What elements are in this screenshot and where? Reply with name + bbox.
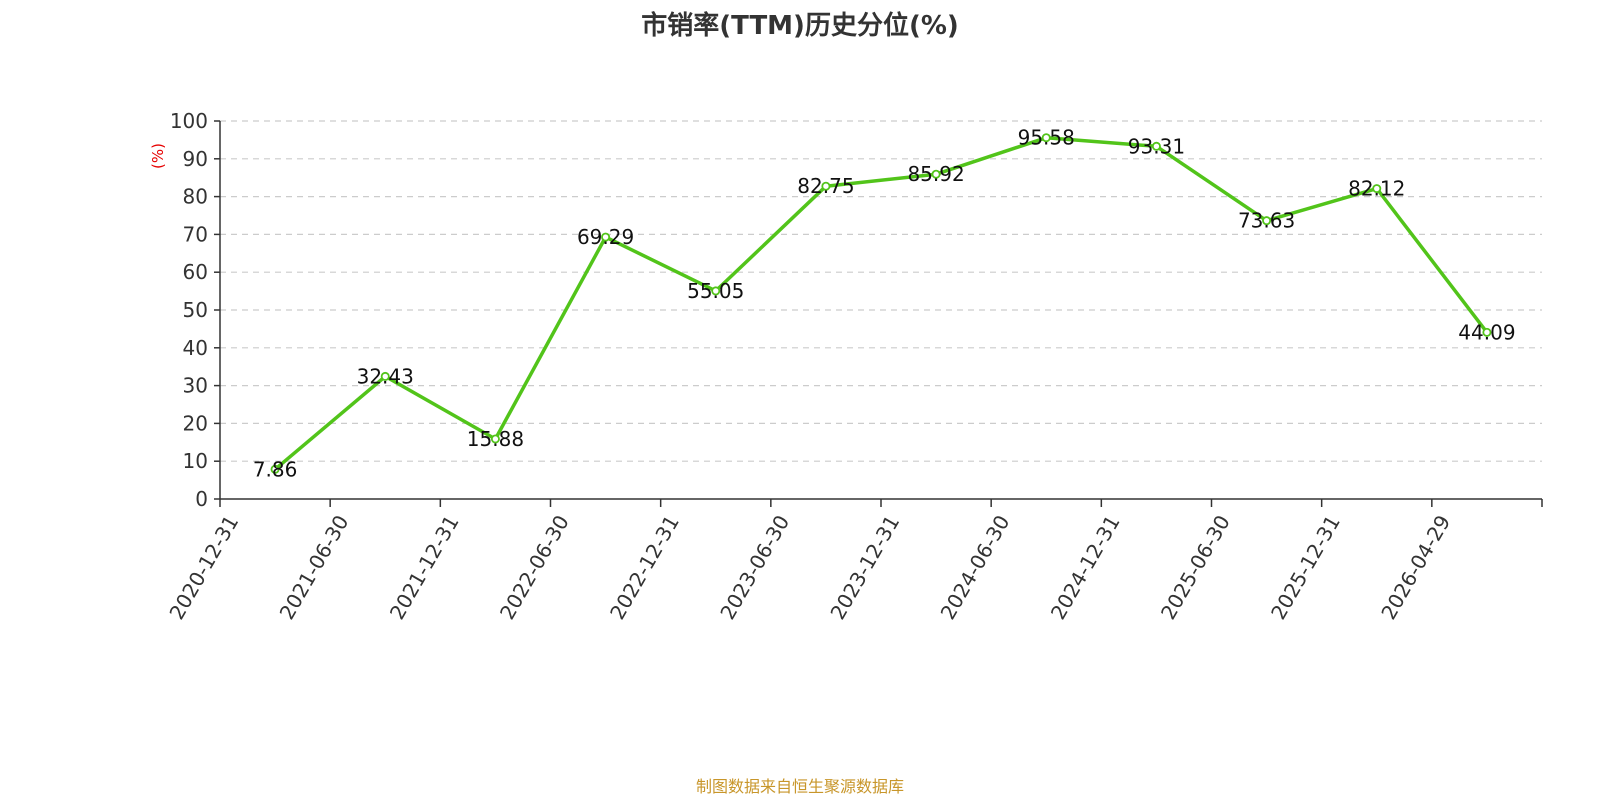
x-tick-label: 2023-06-30 (715, 511, 794, 624)
data-point (931, 169, 941, 179)
data-label: 82.75 (797, 174, 854, 198)
chart-title: 市销率(TTM)历史分位(%) (641, 10, 959, 41)
y-tick-label: 0 (195, 487, 208, 511)
data-point (1262, 216, 1272, 226)
series-line (273, 135, 1489, 472)
data-point (711, 286, 721, 296)
x-tick-label: 2026-04-29 (1376, 511, 1455, 624)
data-point (1482, 327, 1492, 337)
x-tick-label: 2022-06-30 (495, 511, 574, 624)
data-point (1041, 133, 1051, 143)
data-point (1151, 141, 1161, 151)
x-tick-label: 2024-12-31 (1046, 511, 1125, 624)
data-label: 85.92 (907, 162, 964, 186)
x-tick-label: 2021-12-31 (385, 511, 464, 624)
x-tick-label: 2025-06-30 (1156, 511, 1235, 624)
data-label: 15.88 (467, 427, 524, 451)
series-layer (270, 133, 1492, 474)
data-label: 69.29 (577, 225, 634, 249)
y-tick-label: 100 (170, 109, 208, 133)
y-tick-label: 20 (183, 411, 208, 435)
y-tick-label: 30 (183, 374, 208, 398)
data-point (821, 181, 831, 191)
data-point (601, 232, 611, 242)
x-tick-label: 2025-12-31 (1266, 511, 1345, 624)
y-tick-label: 70 (183, 222, 208, 246)
y-tick-label: 10 (183, 449, 208, 473)
data-point (380, 371, 390, 381)
data-label: 73.63 (1238, 209, 1295, 233)
x-tick-label: 2024-06-30 (936, 511, 1015, 624)
data-label: 93.31 (1128, 134, 1185, 158)
data-label: 44.09 (1458, 320, 1515, 344)
data-label: 32.43 (357, 364, 414, 388)
x-tick-label: 2023-12-31 (825, 511, 904, 624)
data-label: 55.05 (687, 279, 744, 303)
x-tick-label: 2020-12-31 (164, 511, 243, 624)
data-labels: 7.86 32.43 15.88 69.29 55.05 82.75 85.92 95.58 9… (253, 126, 1516, 482)
data-label: 82.12 (1348, 177, 1405, 201)
grid-lines (220, 120, 1542, 462)
y-tick-label: 50 (183, 298, 208, 322)
x-tick-label: 2021-06-30 (275, 511, 354, 624)
data-label: 95.58 (1018, 126, 1075, 150)
y-tick-label: 60 (183, 260, 208, 284)
data-label: 7.86 (253, 457, 298, 481)
data-point (1372, 184, 1382, 194)
x-tick-label: 2022-12-31 (605, 511, 684, 624)
y-axis-label: (%) (149, 143, 167, 169)
footer-source: 制图数据来自恒生聚源数据库 (696, 777, 904, 796)
data-point (270, 464, 280, 474)
y-tick-label: 90 (183, 147, 208, 171)
y-tick-label: 80 (183, 185, 208, 209)
data-point (490, 434, 500, 444)
y-tick-label: 40 (183, 336, 208, 360)
